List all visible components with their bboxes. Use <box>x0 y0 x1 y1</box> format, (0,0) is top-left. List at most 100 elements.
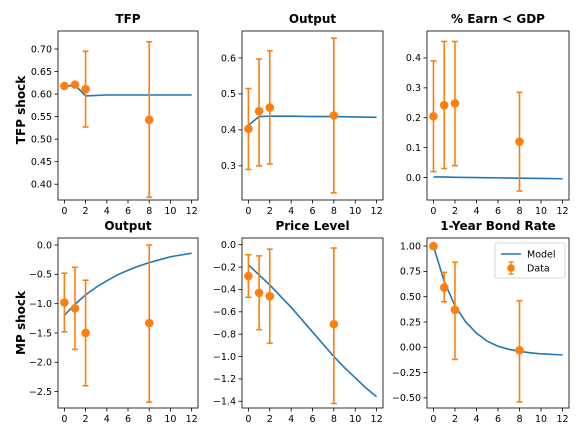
y-tick-label: 0.4 <box>406 53 421 64</box>
y-tick-label: 0.50 <box>31 134 52 145</box>
y-tick-label: −1.0 <box>29 299 52 310</box>
panel-5: Price Level 0 2 4 6 8 10 12 0.0 −0.2 −0.4 −0.6 −0.8 −… <box>213 219 384 425</box>
x-tick-label: 6 <box>495 414 501 425</box>
data-point <box>244 124 253 134</box>
panel-3: % Earn < GDP 0 2 4 6 8 10 12 0.0 0.1 0.2 0.3 0.4 <box>406 12 570 217</box>
axes-frame <box>241 237 384 409</box>
y-tick-label: −1.4 <box>213 397 236 408</box>
data-point <box>144 115 154 125</box>
x-tick-label: 2 <box>452 206 458 217</box>
y-tick-label: 0.55 <box>31 112 52 123</box>
panel-title: Price Level <box>275 219 349 233</box>
model-line <box>247 115 377 127</box>
x-tick-label: 0 <box>430 414 436 425</box>
x-tick-label: 8 <box>516 206 522 217</box>
x-tick-label: 2 <box>267 206 273 217</box>
data-point <box>81 328 90 338</box>
x-tick-label: 8 <box>516 414 522 425</box>
data-point <box>60 81 69 91</box>
data-point <box>81 84 90 94</box>
data-point <box>429 111 438 121</box>
x-tick-label: 4 <box>288 414 294 425</box>
model-line <box>64 84 192 97</box>
panel-title: % Earn < GDP <box>451 12 545 26</box>
panel-1: TFP 0 2 4 6 8 10 12 0.40 0.45 0.50 0.55 0.60 0.65 0.70 <box>31 12 199 217</box>
x-tick-label: 4 <box>104 414 110 425</box>
x-tick-label: 0 <box>61 414 67 425</box>
x-tick-label: 12 <box>556 206 568 217</box>
model-line <box>433 176 563 180</box>
y-tick-label: −0.5 <box>29 270 52 281</box>
x-tick-label: 6 <box>309 206 315 217</box>
y-tick-label: 0.70 <box>31 44 52 55</box>
x-tick-label: 12 <box>186 206 198 217</box>
data-point <box>265 103 275 112</box>
x-tick-label: 2 <box>83 414 89 425</box>
x-tick-label: 4 <box>104 206 110 217</box>
x-tick-label: 8 <box>331 414 337 425</box>
y-tick-label: 0.1 <box>406 143 421 154</box>
x-tick-label: 12 <box>371 414 383 425</box>
y-tick-label: 0.3 <box>406 83 421 94</box>
x-tick-label: 0 <box>245 414 251 425</box>
y-tick-label: −0.6 <box>213 307 236 318</box>
x-tick-label: 2 <box>452 414 458 425</box>
x-tick-label: 10 <box>349 206 361 217</box>
y-tick-label: 0.50 <box>400 292 421 303</box>
panel-title: Output <box>104 219 152 233</box>
data-point <box>60 298 69 307</box>
x-tick-label: 10 <box>535 206 547 217</box>
y-tick-label: 0.0 <box>221 240 236 251</box>
data-point <box>70 304 80 313</box>
panel-title: Output <box>289 12 337 26</box>
panel-title: 1-Year Bond Rate <box>440 219 555 233</box>
y-tick-label: 0.2 <box>406 113 421 124</box>
data-point <box>515 137 524 146</box>
legend: Model Data <box>494 242 566 279</box>
x-tick-label: 12 <box>371 206 383 217</box>
x-tick-label: 10 <box>164 414 176 425</box>
data-point <box>329 111 339 120</box>
y-tick-label: 0.0 <box>406 173 421 184</box>
y-tick-label: −1.0 <box>213 352 236 363</box>
data-point <box>429 241 438 251</box>
y-tick-label: −2.5 <box>29 387 52 398</box>
data-point <box>439 283 449 292</box>
row-label-tfp-shock: TFP shock <box>14 75 28 144</box>
data-point <box>254 106 264 116</box>
panel-6: 1-Year Bond Rate 0 2 4 6 8 10 12 1.00 0.75 0.50 0.2… <box>392 219 570 425</box>
y-tick-label: 0.0 <box>37 240 52 251</box>
data-point <box>450 99 460 108</box>
y-tick-label: 0.6 <box>221 53 236 64</box>
y-tick-label: −1.5 <box>29 328 52 339</box>
y-tick-label: 1.00 <box>400 241 421 252</box>
y-tick-label: −0.50 <box>392 393 421 404</box>
data-point <box>265 291 275 301</box>
model-line <box>63 252 192 316</box>
x-tick-label: 0 <box>61 206 67 217</box>
panel-4: Output 0 2 4 6 8 10 12 0.0 −0.5 −1.0 −1.5 −2.0 −2.5 <box>29 219 199 425</box>
y-tick-label: −0.4 <box>213 285 236 296</box>
data-point <box>450 305 460 315</box>
x-tick-label: 6 <box>125 206 131 217</box>
x-tick-label: 6 <box>125 414 131 425</box>
x-tick-label: 10 <box>349 414 361 425</box>
axes-frame <box>241 30 384 201</box>
y-tick-label: −0.25 <box>392 368 421 379</box>
x-tick-label: 12 <box>556 414 568 425</box>
x-tick-label: 8 <box>331 206 337 217</box>
data-point <box>70 80 80 89</box>
data-point <box>515 346 524 355</box>
legend-model-label: Model <box>527 250 556 261</box>
x-tick-label: 4 <box>473 414 479 425</box>
y-tick-label: 0.65 <box>31 67 52 78</box>
y-tick-label: −1.2 <box>213 374 236 385</box>
y-tick-label: 0.60 <box>31 89 52 100</box>
y-tick-label: −0.2 <box>213 262 236 273</box>
x-tick-label: 12 <box>186 414 198 425</box>
x-tick-label: 4 <box>473 206 479 217</box>
y-tick-label: 0.45 <box>31 157 52 168</box>
x-tick-label: 0 <box>245 206 251 217</box>
y-tick-label: −0.8 <box>213 329 236 340</box>
